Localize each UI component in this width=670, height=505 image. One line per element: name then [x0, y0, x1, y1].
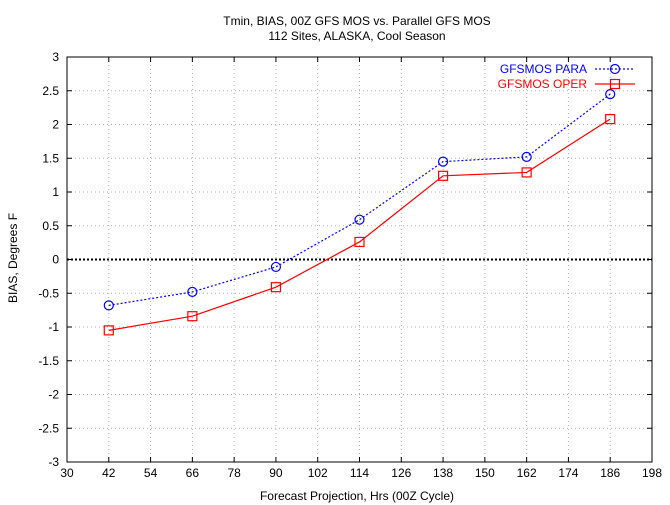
y-tick-label: 2: [52, 118, 59, 132]
y-tick-label: -2.5: [38, 421, 59, 435]
x-tick-label: 138: [433, 466, 453, 480]
chart-subtitle: 112 Sites, ALASKA, Cool Season: [268, 29, 445, 43]
data-point: [103, 325, 114, 336]
x-tick-label: 198: [642, 466, 662, 480]
y-tick-label: 3: [52, 50, 59, 64]
y-tick-label: 0.5: [42, 219, 59, 233]
x-tick-label: 174: [558, 466, 578, 480]
x-tick-label: 114: [350, 466, 369, 480]
x-tick-label: 90: [269, 466, 283, 480]
legend-label: GFSMOS PARA: [500, 62, 587, 76]
y-tick-label: -1: [48, 320, 59, 334]
x-axis-label: Forecast Projection, Hrs (00Z Cycle): [260, 489, 454, 503]
data-point: [354, 214, 365, 225]
series-line: [108, 93, 611, 306]
series-oper: [103, 113, 616, 336]
x-tick-label: 78: [227, 466, 241, 480]
x-tick-label: 66: [186, 466, 200, 480]
x-tick-label: 42: [102, 466, 116, 480]
data-point: [270, 261, 282, 273]
x-tick-label: 102: [308, 466, 328, 480]
y-tick-label: -0.5: [38, 286, 59, 300]
y-tick-label: 0: [52, 253, 59, 267]
series: [103, 89, 616, 336]
y-tick-label: 1.5: [42, 151, 59, 165]
chart-title: Tmin, BIAS, 00Z GFS MOS vs. Parallel GFS…: [223, 14, 490, 28]
legend-marker: [609, 78, 621, 90]
data-point: [103, 300, 114, 311]
data-point: [437, 156, 449, 167]
series-para: [103, 89, 616, 311]
data-point: [605, 113, 616, 125]
y-tick-label: -1.5: [38, 354, 59, 368]
data-point: [187, 311, 198, 322]
y-axis-label: BIAS, Degrees F: [6, 213, 20, 303]
data-point: [521, 167, 532, 178]
x-tick-label: 150: [475, 466, 495, 480]
grid: [67, 57, 652, 462]
legend-label: GFSMOS OPER: [498, 77, 588, 91]
data-point: [437, 170, 449, 181]
x-tick-label: 186: [600, 466, 620, 480]
data-point: [605, 89, 616, 100]
series-line: [108, 118, 611, 331]
axes: 30 42 54 66 78 90 102 114 126 138 150 162 174 186 198-…: [38, 50, 662, 480]
data-point: [521, 151, 532, 162]
y-tick-label: 2.5: [42, 84, 59, 98]
y-tick-label: -2: [48, 388, 59, 402]
x-tick-label: 54: [144, 466, 158, 480]
x-tick-label: 30: [60, 466, 74, 480]
legend-marker: [609, 63, 621, 75]
data-point: [270, 282, 282, 293]
y-tick-label: 1: [52, 185, 59, 199]
x-tick-label: 126: [391, 466, 411, 480]
y-tick-label: -3: [48, 455, 59, 469]
x-tick-label: 162: [517, 466, 537, 480]
data-point: [354, 236, 365, 248]
data-point: [187, 286, 198, 297]
plot-frame: [66, 56, 653, 463]
